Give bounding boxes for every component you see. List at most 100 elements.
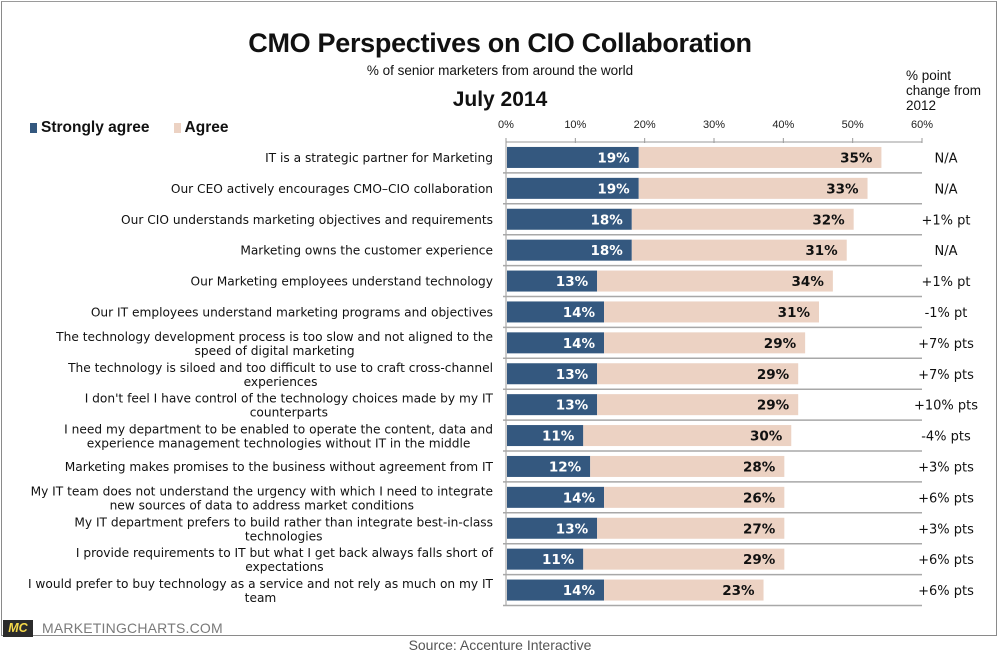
- bar-agree: [583, 425, 792, 447]
- legend-swatch-agree: [173, 123, 181, 133]
- bar-agree: [583, 548, 785, 570]
- change-from-2012-value: N/A: [935, 244, 958, 259]
- chart-date: July 2014: [452, 88, 548, 111]
- category-label: IT is a strategic partner for Marketing: [265, 151, 493, 165]
- category-label: I provide requirements to IT but what I …: [76, 546, 494, 560]
- category-label-line2: speed of digital marketing: [194, 344, 354, 358]
- bar-agree: [638, 177, 868, 199]
- bar-strongly-agree: [507, 517, 598, 539]
- data-label-strongly-agree: 18%: [590, 212, 623, 228]
- data-label-agree: 23%: [722, 583, 755, 599]
- bar-strongly-agree: [507, 208, 632, 230]
- bar-agree: [631, 208, 854, 230]
- change-from-2012-value: +7% pts: [918, 368, 974, 383]
- legend-label-strongly-agree: Strongly agree: [41, 119, 150, 136]
- data-label-strongly-agree: 13%: [556, 274, 589, 290]
- data-label-agree: 32%: [812, 212, 845, 228]
- x-tick-label: 60%: [911, 119, 933, 131]
- marketingcharts-logo: MC: [3, 620, 33, 637]
- data-label-strongly-agree: 14%: [563, 583, 596, 599]
- data-label-strongly-agree: 19%: [597, 181, 630, 197]
- category-label: Our Marketing employees understand techn…: [191, 275, 494, 289]
- x-tick-label: 20%: [634, 119, 656, 131]
- legend-item-strongly-agree: Strongly agree: [30, 119, 150, 137]
- change-from-2012-value: -4% pts: [921, 430, 971, 445]
- data-label-agree: 29%: [757, 398, 790, 414]
- bar-strongly-agree: [507, 301, 605, 323]
- legend: Strongly agree Agree: [30, 119, 252, 137]
- category-label: The technology development process is to…: [55, 330, 493, 344]
- change-column-header: % point change from 2012: [906, 68, 982, 113]
- category-label: I need my department to be enabled to op…: [64, 423, 493, 437]
- chart-title: CMO Perspectives on CIO Collaboration: [248, 28, 752, 58]
- bar-strongly-agree: [507, 363, 598, 385]
- bar-strongly-agree: [507, 239, 632, 261]
- bar-strongly-agree: [507, 455, 591, 477]
- data-label-strongly-agree: 13%: [556, 398, 589, 414]
- data-label-agree: 29%: [757, 367, 790, 383]
- data-label-agree: 30%: [750, 429, 783, 445]
- change-from-2012-value: +1% pt: [922, 213, 971, 228]
- bar-agree: [597, 363, 799, 385]
- change-from-2012-value: +10% pts: [914, 399, 978, 414]
- x-tick-label: 40%: [772, 119, 794, 131]
- change-from-2012-value: +6% pts: [918, 491, 974, 506]
- data-label-strongly-agree: 14%: [563, 305, 596, 321]
- category-label: Our CEO actively encourages CMO–CIO coll…: [171, 182, 493, 196]
- category-label: Our IT employees understand marketing pr…: [91, 305, 493, 319]
- data-label-agree: 31%: [778, 305, 811, 321]
- bar-agree: [604, 579, 764, 601]
- x-tick-label: 0%: [498, 119, 514, 131]
- data-label-agree: 28%: [743, 459, 776, 475]
- bar-agree: [631, 239, 847, 261]
- data-label-agree: 26%: [743, 490, 776, 506]
- legend-label-agree: Agree: [184, 119, 229, 136]
- category-label-line2: technologies: [245, 529, 323, 543]
- change-from-2012-value: +1% pt: [922, 275, 971, 290]
- data-label-strongly-agree: 14%: [563, 336, 596, 352]
- change-from-2012-value: +6% pts: [918, 553, 974, 568]
- bar-agree: [597, 394, 799, 416]
- bar-strongly-agree: [507, 548, 584, 570]
- bar-strongly-agree: [507, 177, 639, 199]
- bar-strongly-agree: [507, 270, 598, 292]
- source-note: Source: Accenture Interactive: [408, 637, 592, 653]
- legend-swatch-strongly-agree: [30, 123, 37, 133]
- data-label-strongly-agree: 13%: [556, 367, 589, 383]
- x-tick-label: 50%: [842, 119, 864, 131]
- x-tick-label: 10%: [564, 119, 586, 131]
- chart-frame: [1, 1, 997, 636]
- category-label: Marketing makes promises to the business…: [65, 460, 494, 474]
- data-label-agree: 29%: [764, 336, 797, 352]
- footer-site-name: MARKETINGCHARTS.COM: [42, 620, 223, 636]
- change-from-2012-value: -1% pt: [925, 306, 968, 321]
- bar-agree: [638, 146, 882, 168]
- category-label: The technology is siloed and too difficu…: [67, 361, 493, 375]
- data-label-strongly-agree: 13%: [556, 521, 589, 537]
- bar-strongly-agree: [507, 425, 584, 447]
- bar-strongly-agree: [507, 146, 639, 168]
- bar-strongly-agree: [507, 394, 598, 416]
- data-label-agree: 29%: [743, 552, 776, 568]
- bar-agree: [597, 517, 785, 539]
- bar-strongly-agree: [507, 332, 605, 354]
- data-label-agree: 31%: [805, 243, 838, 259]
- change-from-2012-value: +3% pts: [918, 460, 974, 475]
- data-label-strongly-agree: 12%: [549, 459, 582, 475]
- x-tick-label: 30%: [703, 119, 725, 131]
- category-label-line2: counterparts: [250, 406, 328, 420]
- bar-agree: [597, 270, 833, 292]
- change-from-2012-value: +6% pts: [918, 584, 974, 599]
- bar-agree: [604, 301, 819, 323]
- data-label-strongly-agree: 18%: [590, 243, 623, 259]
- chart-subtitle: % of senior marketers from around the wo…: [366, 63, 634, 78]
- data-label-agree: 33%: [826, 181, 859, 197]
- data-label-strongly-agree: 14%: [563, 490, 596, 506]
- change-from-2012-value: +7% pts: [918, 337, 974, 352]
- data-label-strongly-agree: 11%: [542, 552, 575, 568]
- category-label-line2: new sources of data to address market co…: [110, 498, 414, 512]
- data-label-strongly-agree: 11%: [542, 429, 575, 445]
- change-from-2012-value: N/A: [935, 182, 958, 197]
- category-label: My IT team does not understand the urgen…: [31, 484, 493, 498]
